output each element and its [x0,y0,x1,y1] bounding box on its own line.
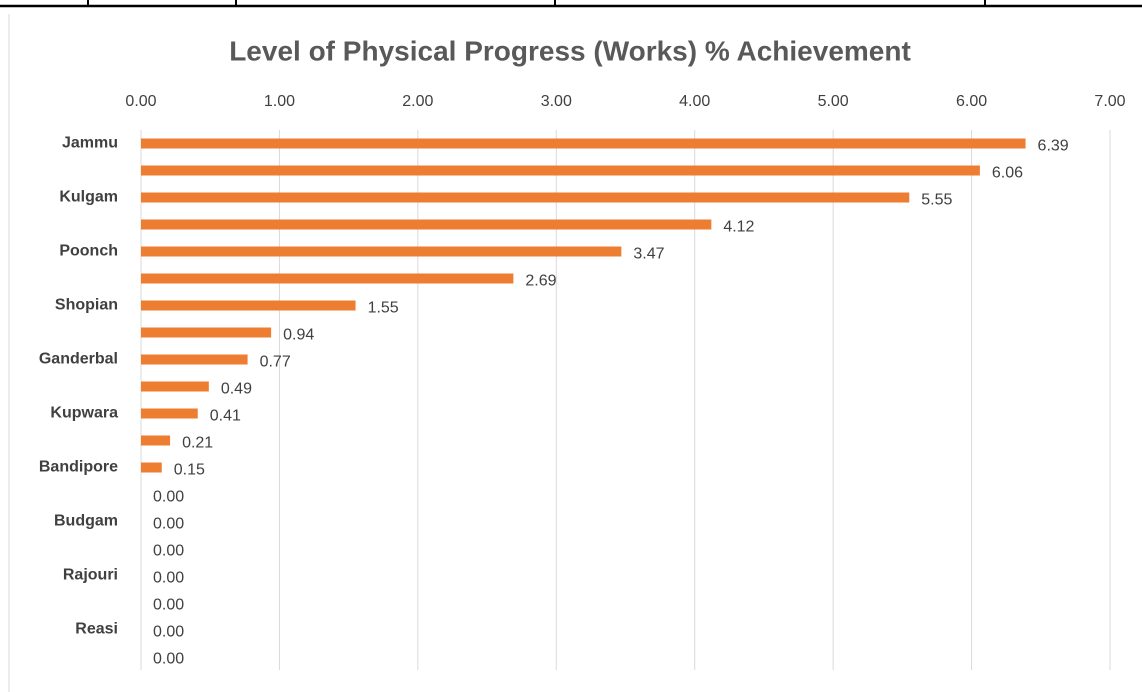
data-label: 0.15 [174,462,205,479]
data-label: 0.00 [153,516,184,533]
data-label: 0.41 [210,408,241,425]
bar [141,246,622,257]
data-label: 0.00 [153,489,184,506]
y-tick-label: Ganderbal [39,351,118,368]
x-tick-label: 6.00 [956,93,987,110]
chart-title: Level of Physical Progress (Works) % Ach… [229,35,911,66]
data-label: 0.21 [182,435,213,452]
x-tick-label: 3.00 [541,93,572,110]
data-label: 2.69 [525,273,556,290]
data-label: 0.00 [153,597,184,614]
x-tick-label: 4.00 [679,93,710,110]
bar [141,354,248,365]
bar [141,192,910,203]
y-tick-label: Kulgam [59,189,118,206]
data-label: 0.94 [283,327,314,344]
x-tick-label: 2.00 [402,93,433,110]
data-label: 0.49 [221,381,252,398]
y-tick-label: Jammu [62,135,118,152]
data-label: 6.06 [992,165,1023,182]
data-label: 5.55 [921,192,952,209]
data-label: 0.00 [153,543,184,560]
y-tick-label: Bandipore [39,459,118,476]
data-label: 1.55 [368,300,399,317]
bar [141,138,1026,149]
x-tick-label: 7.00 [1094,93,1125,110]
x-tick-label: 5.00 [818,93,849,110]
x-tick-label: 1.00 [264,93,295,110]
data-label: 0.00 [153,651,184,668]
bar [141,219,712,230]
data-label: 3.47 [633,246,664,263]
bar [141,462,162,473]
y-tick-label: Reasi [75,621,118,638]
data-label: 6.39 [1038,138,1069,155]
data-label: 0.00 [153,570,184,587]
y-tick-label: Kupwara [50,405,118,422]
bar [141,273,514,284]
bar [141,435,171,446]
y-tick-label: Rajouri [63,567,118,584]
bar [141,165,980,176]
data-label: 0.77 [260,354,291,371]
bar [141,381,209,392]
x-tick-label: 0.00 [125,93,156,110]
bar [141,300,356,311]
y-tick-label: Budgam [54,513,118,530]
bar [141,408,198,419]
y-tick-label: Shopian [55,297,118,314]
bar [141,327,272,338]
data-label: 0.00 [153,624,184,641]
data-label: 4.12 [723,219,754,236]
y-tick-label: Poonch [59,243,118,260]
